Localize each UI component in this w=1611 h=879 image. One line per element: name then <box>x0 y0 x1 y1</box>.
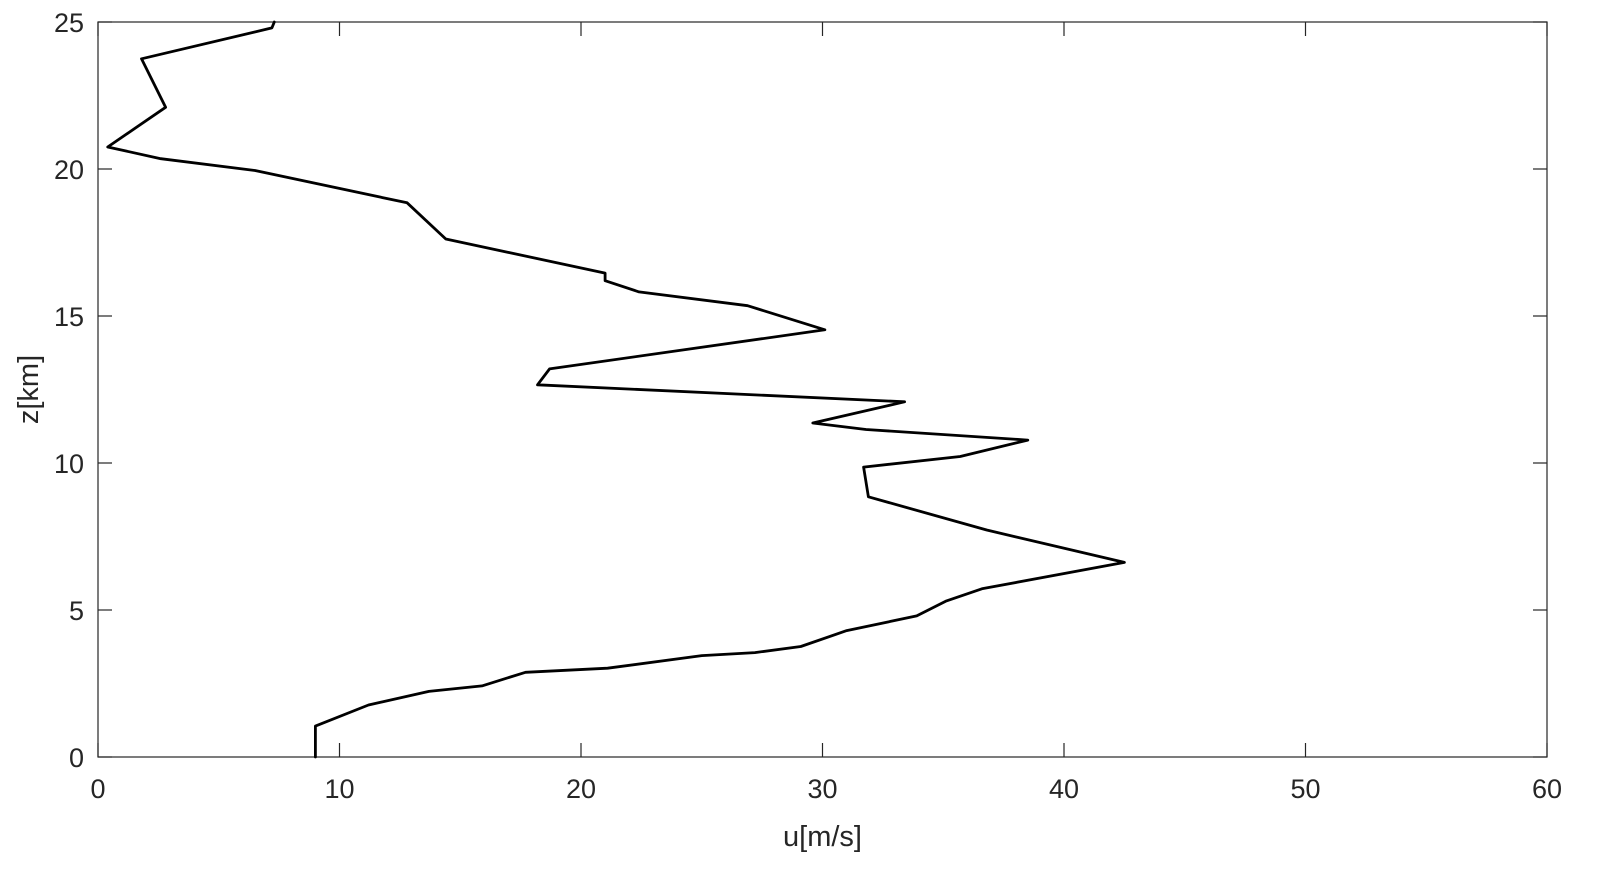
x-tick-label: 30 <box>807 774 837 804</box>
y-tick-label: 20 <box>54 155 84 185</box>
x-axis-label: u[m/s] <box>783 821 862 853</box>
series-line <box>106 20 1126 759</box>
x-tick-label: 20 <box>566 774 596 804</box>
y-tick-label: 25 <box>54 8 84 38</box>
y-tick-labels: 0 5 10 15 20 25 <box>54 8 84 773</box>
x-tick-labels: 0 10 20 30 40 50 60 <box>90 774 1562 804</box>
axis-ticks <box>97 21 1548 758</box>
x-tick-label: 40 <box>1049 774 1079 804</box>
y-tick-label: 0 <box>69 743 84 773</box>
x-tick-label: 10 <box>324 774 354 804</box>
y-tick-label: 5 <box>69 596 84 626</box>
y-axis-label: z[km] <box>13 355 45 424</box>
x-tick-label: 0 <box>90 774 105 804</box>
x-tick-label: 50 <box>1290 774 1320 804</box>
x-tick-label: 60 <box>1532 774 1562 804</box>
y-tick-label: 15 <box>54 302 84 332</box>
y-tick-label: 10 <box>54 449 84 479</box>
